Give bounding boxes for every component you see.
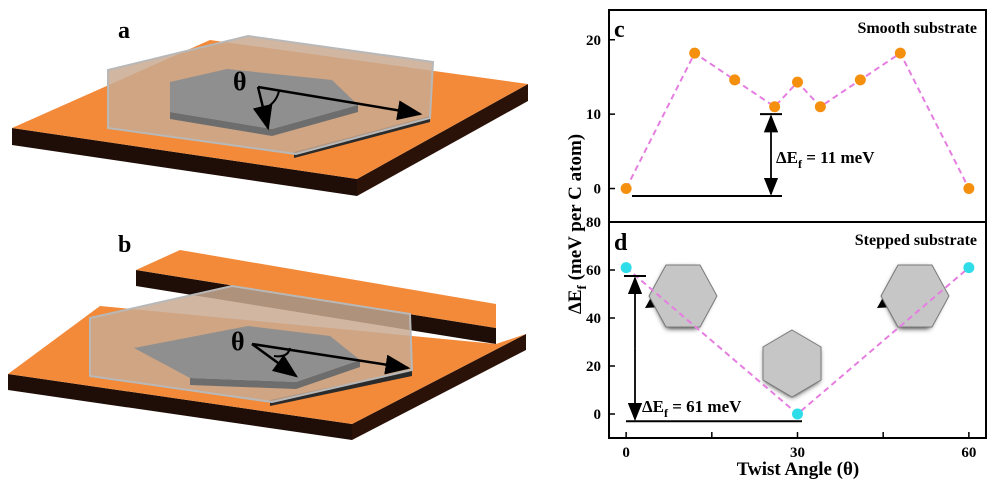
c-data-point [894,47,906,59]
c-data-point [792,76,803,88]
y-axis-label: ΔEf (meV per C atom) [565,134,589,314]
substrate-a-side-right [357,84,528,196]
chart-d-points [620,262,975,420]
c-data-point [854,74,866,86]
d-xtick-label: 0 [622,445,630,461]
arrow-a-short [252,86,273,131]
c-data-point [729,74,741,86]
d-data-point [963,262,975,274]
chart-d-annotation: ΔEf = 61 meV [642,397,742,420]
angle-arc-b [273,347,291,358]
d-ytick-label: 60 [586,263,601,279]
theta-label-b: θ [231,327,245,356]
arrow-a-long [257,85,423,121]
substrate-b-side-right [352,334,526,440]
d-ytick-label: 20 [586,359,601,375]
x-axis-label: Twist Angle (θ) [737,459,860,480]
substrate-a-side-front [12,128,357,196]
inner-hex-b-side [190,360,360,389]
chart-smooth-substrate: 0 10 20 ΔEf = 11 meV Smooth substrate c [586,9,987,223]
panel-label-a: a [118,18,130,44]
d-xtick-label: 30 [790,445,805,461]
substrate-b-side-front [8,374,352,440]
c-ytick-label: 10 [586,107,601,123]
d-data-point [620,262,632,274]
c-data-point [769,101,781,113]
d-data-point [792,408,803,420]
inner-hex-a [170,69,358,129]
chart-d-y-ticks: 0 20 40 60 80 [586,215,615,423]
c-ytick-label: 20 [586,33,601,49]
chart-c-points [620,47,975,195]
panel-label-b: b [118,232,131,258]
chart-c-title: Smooth substrate [857,20,977,37]
inner-hex-b [134,326,360,382]
chart-c-panel-label: c [614,17,625,43]
c-data-point [689,47,701,59]
d-ytick-label: 80 [586,215,601,231]
arrow-b-short [251,342,299,378]
panel-a-schematic: θ a [12,18,528,196]
chart-c-frame [608,9,987,223]
chart-d-x-ticks: 0 30 60 [622,432,976,461]
step-b-top [136,250,496,328]
chart-stepped-substrate: 0 20 40 60 80 0 30 60 ΔEf = 61 meV Stepped sub… [586,215,987,480]
angle-arc-a [262,90,280,110]
chart-c-y-ticks: 0 10 20 [586,33,615,198]
c-data-point [963,183,975,195]
c-data-point [620,183,632,195]
chart-d-panel-label: d [614,230,628,256]
hex-inset-30deg [762,329,822,398]
d-ytick-label: 0 [594,407,602,423]
c-ytick-label: 0 [594,182,602,198]
d-ytick-label: 40 [586,311,601,327]
d-xtick-label: 60 [961,445,976,461]
chart-c-annotation: ΔEf = 11 meV [776,148,875,171]
c-data-point [814,101,826,113]
chart-d-title: Stepped substrate [855,232,977,249]
hex-inset-0deg [645,264,718,328]
panel-b-schematic: θ b [8,232,526,440]
theta-label-a: θ [233,67,247,96]
arrow-b-long [251,342,411,375]
hex-inset-60deg [877,264,950,328]
